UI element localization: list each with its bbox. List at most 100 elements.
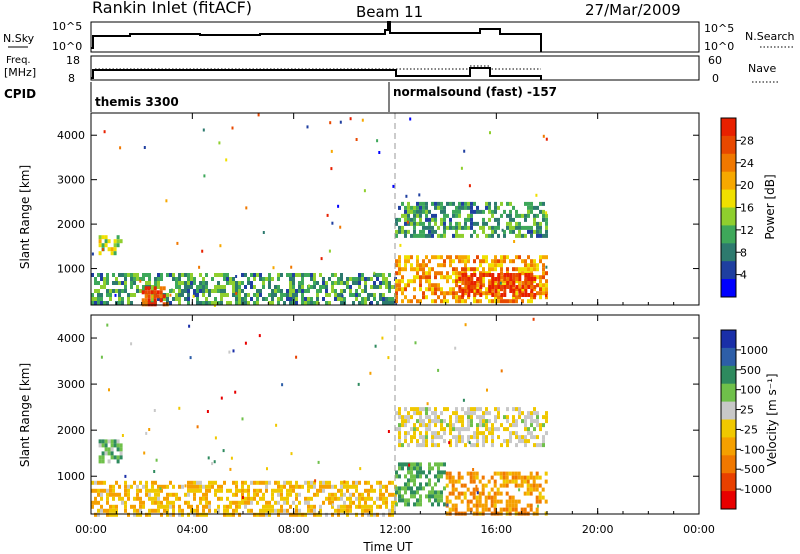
- scatter-cell: [289, 480, 292, 485]
- scatter-cell: [187, 273, 190, 277]
- scatter-cell: [193, 496, 196, 501]
- scatter-cell: [151, 508, 154, 513]
- scatter-cell: [151, 285, 154, 289]
- scatter-cell: [289, 492, 292, 497]
- scatter-cell: [515, 419, 518, 424]
- colorbar-swatch: [721, 419, 736, 438]
- scatter-cell: [349, 484, 352, 489]
- scatter-cell: [452, 267, 455, 272]
- scatter-cell: [310, 508, 313, 513]
- scatter-cell: [434, 299, 437, 304]
- scatter-cell: [349, 293, 352, 297]
- scatter-cell: [431, 283, 434, 288]
- scatter-cell: [401, 419, 404, 424]
- scatter-cell: [458, 277, 462, 281]
- scatter-cell: [199, 496, 202, 501]
- scatter-cell: [452, 291, 455, 296]
- scatter-cell: [130, 293, 133, 297]
- scatter-cell: [419, 213, 422, 218]
- scatter-cell: [265, 512, 268, 517]
- scatter-cell: [280, 293, 283, 297]
- scatter-cell: [509, 299, 512, 304]
- scatter-cell: [464, 281, 468, 285]
- scatter-cell: [307, 273, 310, 277]
- scatter-cell: [544, 499, 548, 504]
- scatter-cell: [176, 241, 179, 245]
- scatter-cell: [317, 460, 320, 464]
- scatter-cell: [497, 435, 500, 440]
- scatter-cell: [116, 235, 120, 240]
- cpid-segment-2: normalsound (fast) -157: [393, 85, 557, 99]
- scatter-cell: [515, 295, 518, 300]
- scatter-cell: [440, 291, 443, 296]
- scatter-cell: [521, 259, 524, 264]
- scatter-cell: [440, 427, 443, 432]
- scatter-cell: [466, 503, 470, 508]
- scatter-cell: [226, 281, 229, 285]
- scatter-cell: [440, 474, 443, 479]
- scatter-cell: [268, 500, 271, 505]
- scatter-cell: [268, 277, 271, 281]
- scatter-cell: [506, 201, 509, 206]
- scatter-cell: [355, 480, 358, 485]
- scatter-cell: [472, 479, 476, 484]
- scatter-cell: [153, 302, 157, 307]
- scatter-cell: [205, 281, 208, 285]
- scatter-cell: [274, 289, 277, 293]
- scatter-cell: [148, 492, 151, 497]
- scatter-cell: [538, 475, 542, 480]
- scatter-cell: [280, 504, 283, 509]
- scatter-cell: [539, 279, 542, 284]
- scatter-cell: [136, 484, 139, 489]
- scatter-cell: [526, 479, 530, 484]
- scatter-cell: [262, 297, 265, 301]
- scatter-cell: [373, 512, 376, 517]
- scatter-cell: [91, 252, 94, 256]
- scatter-cell: [488, 419, 491, 424]
- scatter-cell: [121, 281, 124, 285]
- scatter-cell: [334, 496, 337, 501]
- scatter-cell: [127, 492, 130, 497]
- colorbar-swatch: [721, 225, 736, 244]
- scatter-cell: [494, 415, 497, 420]
- scatter-cell: [94, 500, 97, 505]
- scatter-cell: [419, 201, 422, 206]
- scatter-cell: [358, 301, 361, 305]
- scatter-cell: [464, 285, 468, 289]
- scatter-cell: [238, 512, 241, 517]
- scatter-cell: [545, 287, 548, 292]
- scatter-cell: [349, 277, 352, 281]
- scatter-cell: [229, 488, 232, 493]
- scatter-cell: [106, 492, 109, 497]
- scatter-cell: [494, 263, 497, 268]
- scatter-cell: [497, 415, 500, 420]
- scatter-cell: [256, 273, 259, 277]
- colorbar-tick-label: 24: [740, 157, 754, 170]
- scatter-cell: [535, 487, 539, 492]
- scatter-cell: [485, 259, 488, 264]
- scatter-cell: [479, 423, 482, 428]
- scatter-cell: [392, 184, 395, 188]
- scatter-cell: [449, 291, 452, 296]
- scatter-cell: [298, 508, 301, 513]
- scatter-cell: [410, 263, 413, 268]
- scatter-cell: [395, 271, 398, 276]
- scatter-cell: [391, 492, 394, 497]
- scatter-cell: [364, 508, 367, 513]
- scatter-cell: [539, 423, 542, 428]
- scatter-cell: [331, 500, 334, 505]
- scatter-cell: [277, 480, 280, 485]
- scatter-cell: [451, 503, 455, 508]
- scatter-cell: [455, 299, 458, 304]
- scatter-cell: [486, 388, 488, 392]
- scatter-cell: [458, 201, 461, 206]
- scatter-cell: [542, 213, 545, 218]
- scatter-cell: [313, 480, 316, 485]
- scatter-cell: [170, 288, 173, 292]
- scatter-cell: [530, 415, 533, 420]
- scatter-cell: [292, 500, 295, 505]
- scatter-cell: [169, 480, 172, 485]
- scatter-cell: [331, 221, 334, 225]
- scatter-cell: [199, 289, 202, 293]
- scatter-cell: [334, 492, 337, 497]
